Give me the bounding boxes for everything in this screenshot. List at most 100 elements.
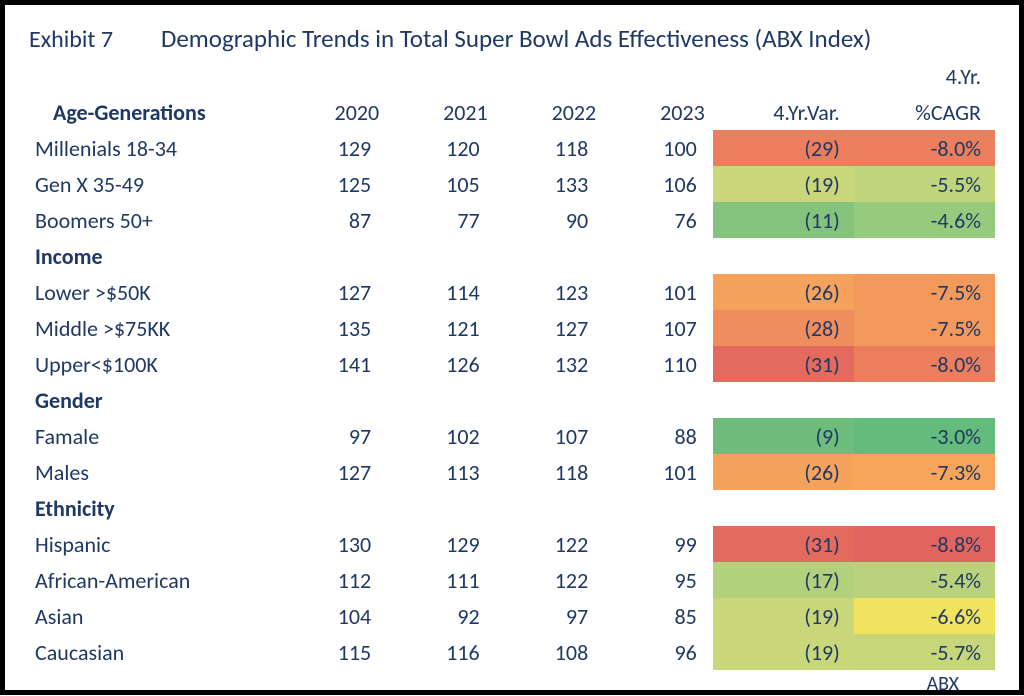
cell-value: 88 bbox=[604, 418, 713, 454]
cell-cagr: -8.0% bbox=[854, 130, 995, 166]
header-group-0: Age-Generations bbox=[29, 94, 279, 130]
cell-value: 118 bbox=[496, 130, 605, 166]
cell-value: 111 bbox=[387, 562, 496, 598]
cell-value: 110 bbox=[604, 346, 713, 382]
table-row: Upper<$100K141126132110(31)-8.0% bbox=[29, 346, 995, 382]
cell-cagr: -7.5% bbox=[854, 274, 995, 310]
cell-value: 133 bbox=[496, 166, 605, 202]
table-row: Middle >$75KK135121127107(28)-7.5% bbox=[29, 310, 995, 346]
cell-var: (31) bbox=[713, 526, 854, 562]
cell-value: 113 bbox=[387, 454, 496, 490]
cell-value: 92 bbox=[387, 598, 496, 634]
cell-var: (29) bbox=[713, 130, 854, 166]
cell-value: 120 bbox=[387, 130, 496, 166]
cell-value: 105 bbox=[387, 166, 496, 202]
exhibit-label: Exhibit 7 bbox=[29, 25, 113, 54]
row-label: Asian bbox=[29, 598, 279, 634]
cell-var: (19) bbox=[713, 598, 854, 634]
row-label: Middle >$75KK bbox=[29, 310, 279, 346]
table-row: Millenials 18-34129120118100(29)-8.0% bbox=[29, 130, 995, 166]
cell-var: (26) bbox=[713, 454, 854, 490]
row-label: Males bbox=[29, 454, 279, 490]
cell-cagr: -8.0% bbox=[854, 346, 995, 382]
row-label: Boomers 50+ bbox=[29, 202, 279, 238]
table-row: Hispanic13012912299(31)-8.8% bbox=[29, 526, 995, 562]
table-row: African-American11211112295(17)-5.4% bbox=[29, 562, 995, 598]
cell-value: 123 bbox=[496, 274, 605, 310]
cell-value: 121 bbox=[387, 310, 496, 346]
cell-var: (26) bbox=[713, 274, 854, 310]
cell-value: 127 bbox=[496, 310, 605, 346]
cell-value: 102 bbox=[387, 418, 496, 454]
cell-value: 100 bbox=[604, 130, 713, 166]
group-header-label: Ethnicity bbox=[29, 490, 279, 526]
cell-value: 85 bbox=[604, 598, 713, 634]
cell-var: (19) bbox=[713, 634, 854, 670]
footer-source: ABX bbox=[29, 672, 995, 696]
cell-value: 129 bbox=[279, 130, 388, 166]
cell-cagr: -5.4% bbox=[854, 562, 995, 598]
table-row: Asian104929785(19)-6.6% bbox=[29, 598, 995, 634]
group-header-label: Income bbox=[29, 238, 279, 274]
cell-value: 127 bbox=[279, 454, 388, 490]
group-header: Gender bbox=[29, 382, 995, 418]
table-row: Males127113118101(26)-7.3% bbox=[29, 454, 995, 490]
cell-var: (9) bbox=[713, 418, 854, 454]
cell-cagr: -3.0% bbox=[854, 418, 995, 454]
header-cagr-top: 4.Yr. bbox=[854, 58, 995, 94]
table-body: Millenials 18-34129120118100(29)-8.0%Gen… bbox=[29, 130, 995, 670]
header-cagr: %CAGR bbox=[854, 94, 995, 130]
cell-value: 99 bbox=[604, 526, 713, 562]
group-header: Ethnicity bbox=[29, 490, 995, 526]
cell-value: 114 bbox=[387, 274, 496, 310]
cell-value: 116 bbox=[387, 634, 496, 670]
cell-value: 107 bbox=[604, 310, 713, 346]
row-label: Millenials 18-34 bbox=[29, 130, 279, 166]
cell-var: (17) bbox=[713, 562, 854, 598]
exhibit-title: Demographic Trends in Total Super Bowl A… bbox=[161, 23, 871, 54]
cell-cagr: -6.6% bbox=[854, 598, 995, 634]
cell-cagr: -5.5% bbox=[854, 166, 995, 202]
cell-value: 132 bbox=[496, 346, 605, 382]
data-table: 4.Yr. Age-Generations 2020 2021 2022 202… bbox=[29, 58, 995, 670]
table-row: Boomers 50+87779076(11)-4.6% bbox=[29, 202, 995, 238]
row-label: Caucasian bbox=[29, 634, 279, 670]
row-label: Gen X 35-49 bbox=[29, 166, 279, 202]
cell-value: 97 bbox=[496, 598, 605, 634]
cell-value: 96 bbox=[604, 634, 713, 670]
cell-value: 108 bbox=[496, 634, 605, 670]
cell-cagr: -7.3% bbox=[854, 454, 995, 490]
cell-value: 87 bbox=[279, 202, 388, 238]
cell-value: 101 bbox=[604, 274, 713, 310]
cell-value: 135 bbox=[279, 310, 388, 346]
cell-value: 107 bbox=[496, 418, 605, 454]
row-label: Famale bbox=[29, 418, 279, 454]
cell-value: 95 bbox=[604, 562, 713, 598]
row-label: Lower >$50K bbox=[29, 274, 279, 310]
cell-value: 77 bbox=[387, 202, 496, 238]
header-year-2022: 2022 bbox=[496, 94, 605, 130]
row-label: Upper<$100K bbox=[29, 346, 279, 382]
table-row: Caucasian11511610896(19)-5.7% bbox=[29, 634, 995, 670]
cell-value: 112 bbox=[279, 562, 388, 598]
cell-var: (19) bbox=[713, 166, 854, 202]
group-header-label: Gender bbox=[29, 382, 279, 418]
table-row: Famale9710210788(9)-3.0% bbox=[29, 418, 995, 454]
cell-cagr: -8.8% bbox=[854, 526, 995, 562]
header-year-2021: 2021 bbox=[387, 94, 496, 130]
cell-value: 126 bbox=[387, 346, 496, 382]
title-row: Exhibit 7 Demographic Trends in Total Su… bbox=[29, 23, 995, 54]
cell-cagr: -4.6% bbox=[854, 202, 995, 238]
group-header: Income bbox=[29, 238, 995, 274]
cell-cagr: -7.5% bbox=[854, 310, 995, 346]
cell-value: 129 bbox=[387, 526, 496, 562]
cell-var: (31) bbox=[713, 346, 854, 382]
cell-value: 122 bbox=[496, 562, 605, 598]
cell-value: 125 bbox=[279, 166, 388, 202]
table-row: Gen X 35-49125105133106(19)-5.5% bbox=[29, 166, 995, 202]
cell-value: 97 bbox=[279, 418, 388, 454]
cell-cagr: -5.7% bbox=[854, 634, 995, 670]
exhibit-frame: Exhibit 7 Demographic Trends in Total Su… bbox=[0, 0, 1024, 695]
cell-value: 141 bbox=[279, 346, 388, 382]
header-year-2020: 2020 bbox=[279, 94, 388, 130]
